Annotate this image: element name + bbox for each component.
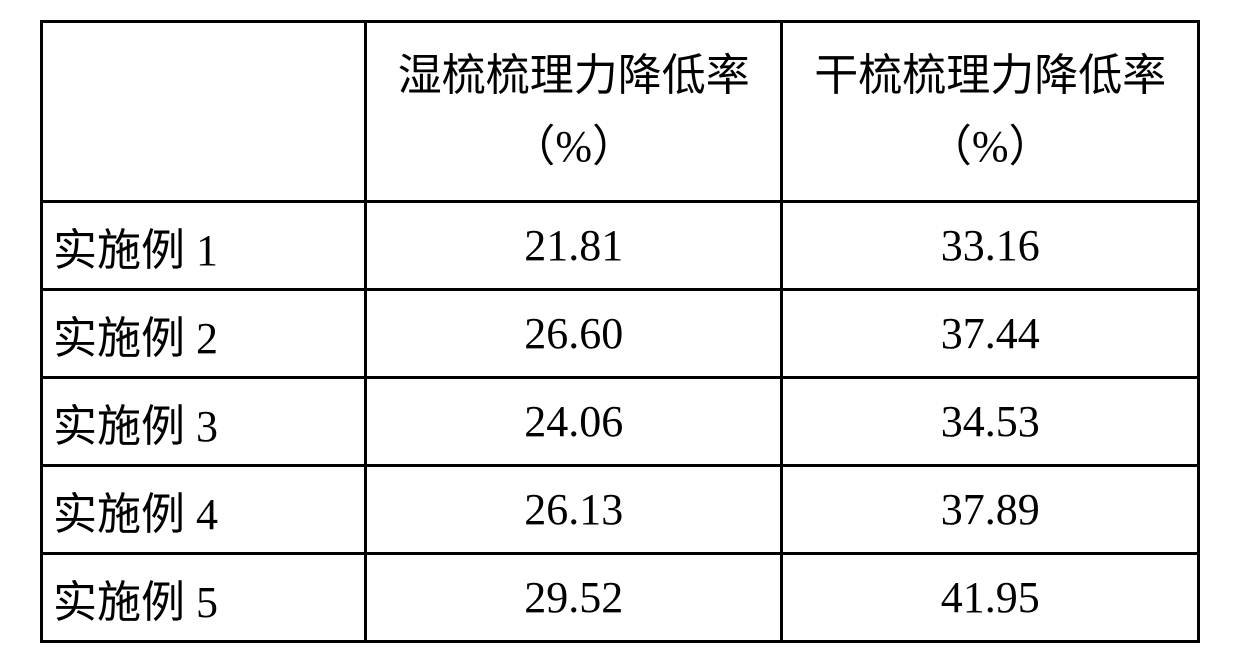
row-dry-value: 37.44 [782,290,1199,378]
row-wet-value: 21.81 [365,202,782,290]
table-header-wet-line2: （%） [377,112,771,182]
row-wet-value: 24.06 [365,378,782,466]
row-label: 实施例 4 [42,466,366,554]
table-header-dry-line1: 干梳梳理力降低率 [793,41,1187,111]
row-label: 实施例 3 [42,378,366,466]
table-row: 实施例 3 24.06 34.53 [42,378,1199,466]
row-dry-value: 33.16 [782,202,1199,290]
row-label: 实施例 2 [42,290,366,378]
data-table: 湿梳梳理力降低率 （%） 干梳梳理力降低率 （%） 实施例 1 21.81 33… [40,20,1200,643]
table-row: 实施例 5 29.52 41.95 [42,554,1199,642]
table-header-row: 湿梳梳理力降低率 （%） 干梳梳理力降低率 （%） [42,22,1199,202]
table-header-dry: 干梳梳理力降低率 （%） [782,22,1199,202]
table-header-wet: 湿梳梳理力降低率 （%） [365,22,782,202]
table-header-dry-line2: （%） [793,112,1187,182]
row-dry-value: 34.53 [782,378,1199,466]
row-label: 实施例 5 [42,554,366,642]
row-wet-value: 29.52 [365,554,782,642]
table-row: 实施例 1 21.81 33.16 [42,202,1199,290]
table-header-wet-line1: 湿梳梳理力降低率 [377,41,771,111]
row-dry-value: 41.95 [782,554,1199,642]
table-row: 实施例 2 26.60 37.44 [42,290,1199,378]
table-row: 实施例 4 26.13 37.89 [42,466,1199,554]
row-wet-value: 26.60 [365,290,782,378]
row-wet-value: 26.13 [365,466,782,554]
table-header-blank [42,22,366,202]
page-container: 湿梳梳理力降低率 （%） 干梳梳理力降低率 （%） 实施例 1 21.81 33… [0,0,1240,661]
row-label: 实施例 1 [42,202,366,290]
row-dry-value: 37.89 [782,466,1199,554]
